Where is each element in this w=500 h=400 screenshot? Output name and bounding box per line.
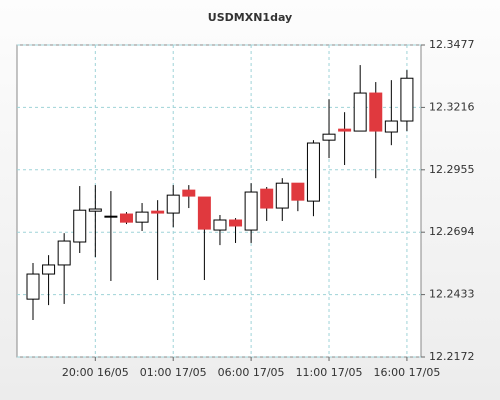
candle-body [104,215,118,218]
candle-body [306,142,320,202]
candle-body [322,133,336,141]
candle-body [73,209,87,243]
candle-body [166,194,180,214]
y-tick-label: 12.3216 [429,100,475,113]
candle-body [384,120,398,133]
candle-body [275,182,289,209]
x-tick-label: 16:00 17/05 [373,366,440,379]
candle-body [260,188,274,209]
candle-body [26,273,40,300]
candle-body [182,189,196,197]
candle-body [244,191,258,231]
y-tick-label: 12.3477 [429,38,475,51]
candle-body [42,264,56,275]
candle-body [291,182,305,201]
y-tick-label: 12.2955 [429,163,475,176]
y-tick-label: 12.2433 [429,288,475,301]
chart-title: USDMXN1day [208,11,292,24]
x-tick-label: 01:00 17/05 [140,366,207,379]
candle-body [369,92,383,132]
y-tick-label: 12.2172 [429,350,475,363]
plot-area [16,44,422,358]
y-tick-label: 12.2694 [429,225,475,238]
x-tick-label: 11:00 17/05 [296,366,363,379]
candle-body [135,211,149,223]
candle-body [400,77,414,122]
candle-body [213,219,227,231]
candle-body [229,219,243,227]
candle-body [338,128,352,132]
candle-body [353,92,367,132]
candle-body [151,210,165,214]
candle-body [119,213,133,223]
x-tick-label: 06:00 17/05 [218,366,285,379]
candle-body [88,208,102,212]
candle-body [57,240,71,266]
candle-body [197,196,211,230]
x-tick-label: 20:00 16/05 [62,366,129,379]
